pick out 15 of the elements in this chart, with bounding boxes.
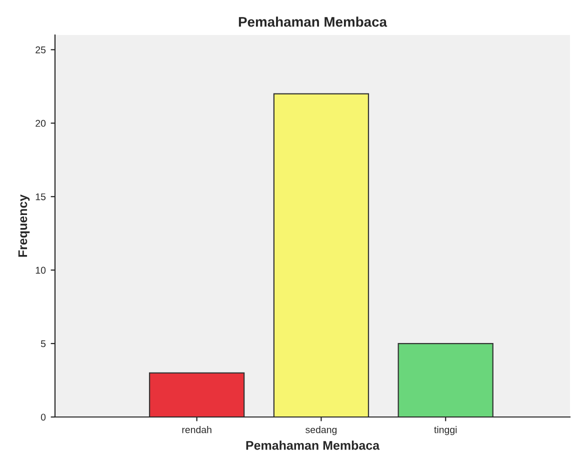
x-axis-title: Pemahaman Membaca <box>246 440 380 450</box>
x-tick-label: tinggi <box>434 426 457 436</box>
y-axis-title: Frequency <box>18 194 30 257</box>
y-tick-label: 5 <box>40 340 46 348</box>
x-tick-label: rendah <box>182 426 212 434</box>
chart-title: Pemahaman Membaca <box>238 16 388 27</box>
x-tick-label: sedang <box>306 426 337 436</box>
bar <box>148 372 245 417</box>
y-tick-label: 15 <box>36 193 46 200</box>
y-tick-label: 25 <box>36 46 46 54</box>
y-tick-label: 20 <box>36 120 46 127</box>
bar <box>398 342 494 417</box>
y-tick-label: 10 <box>36 266 46 274</box>
bar <box>273 93 370 417</box>
y-tick-label: 0 <box>40 414 46 421</box>
